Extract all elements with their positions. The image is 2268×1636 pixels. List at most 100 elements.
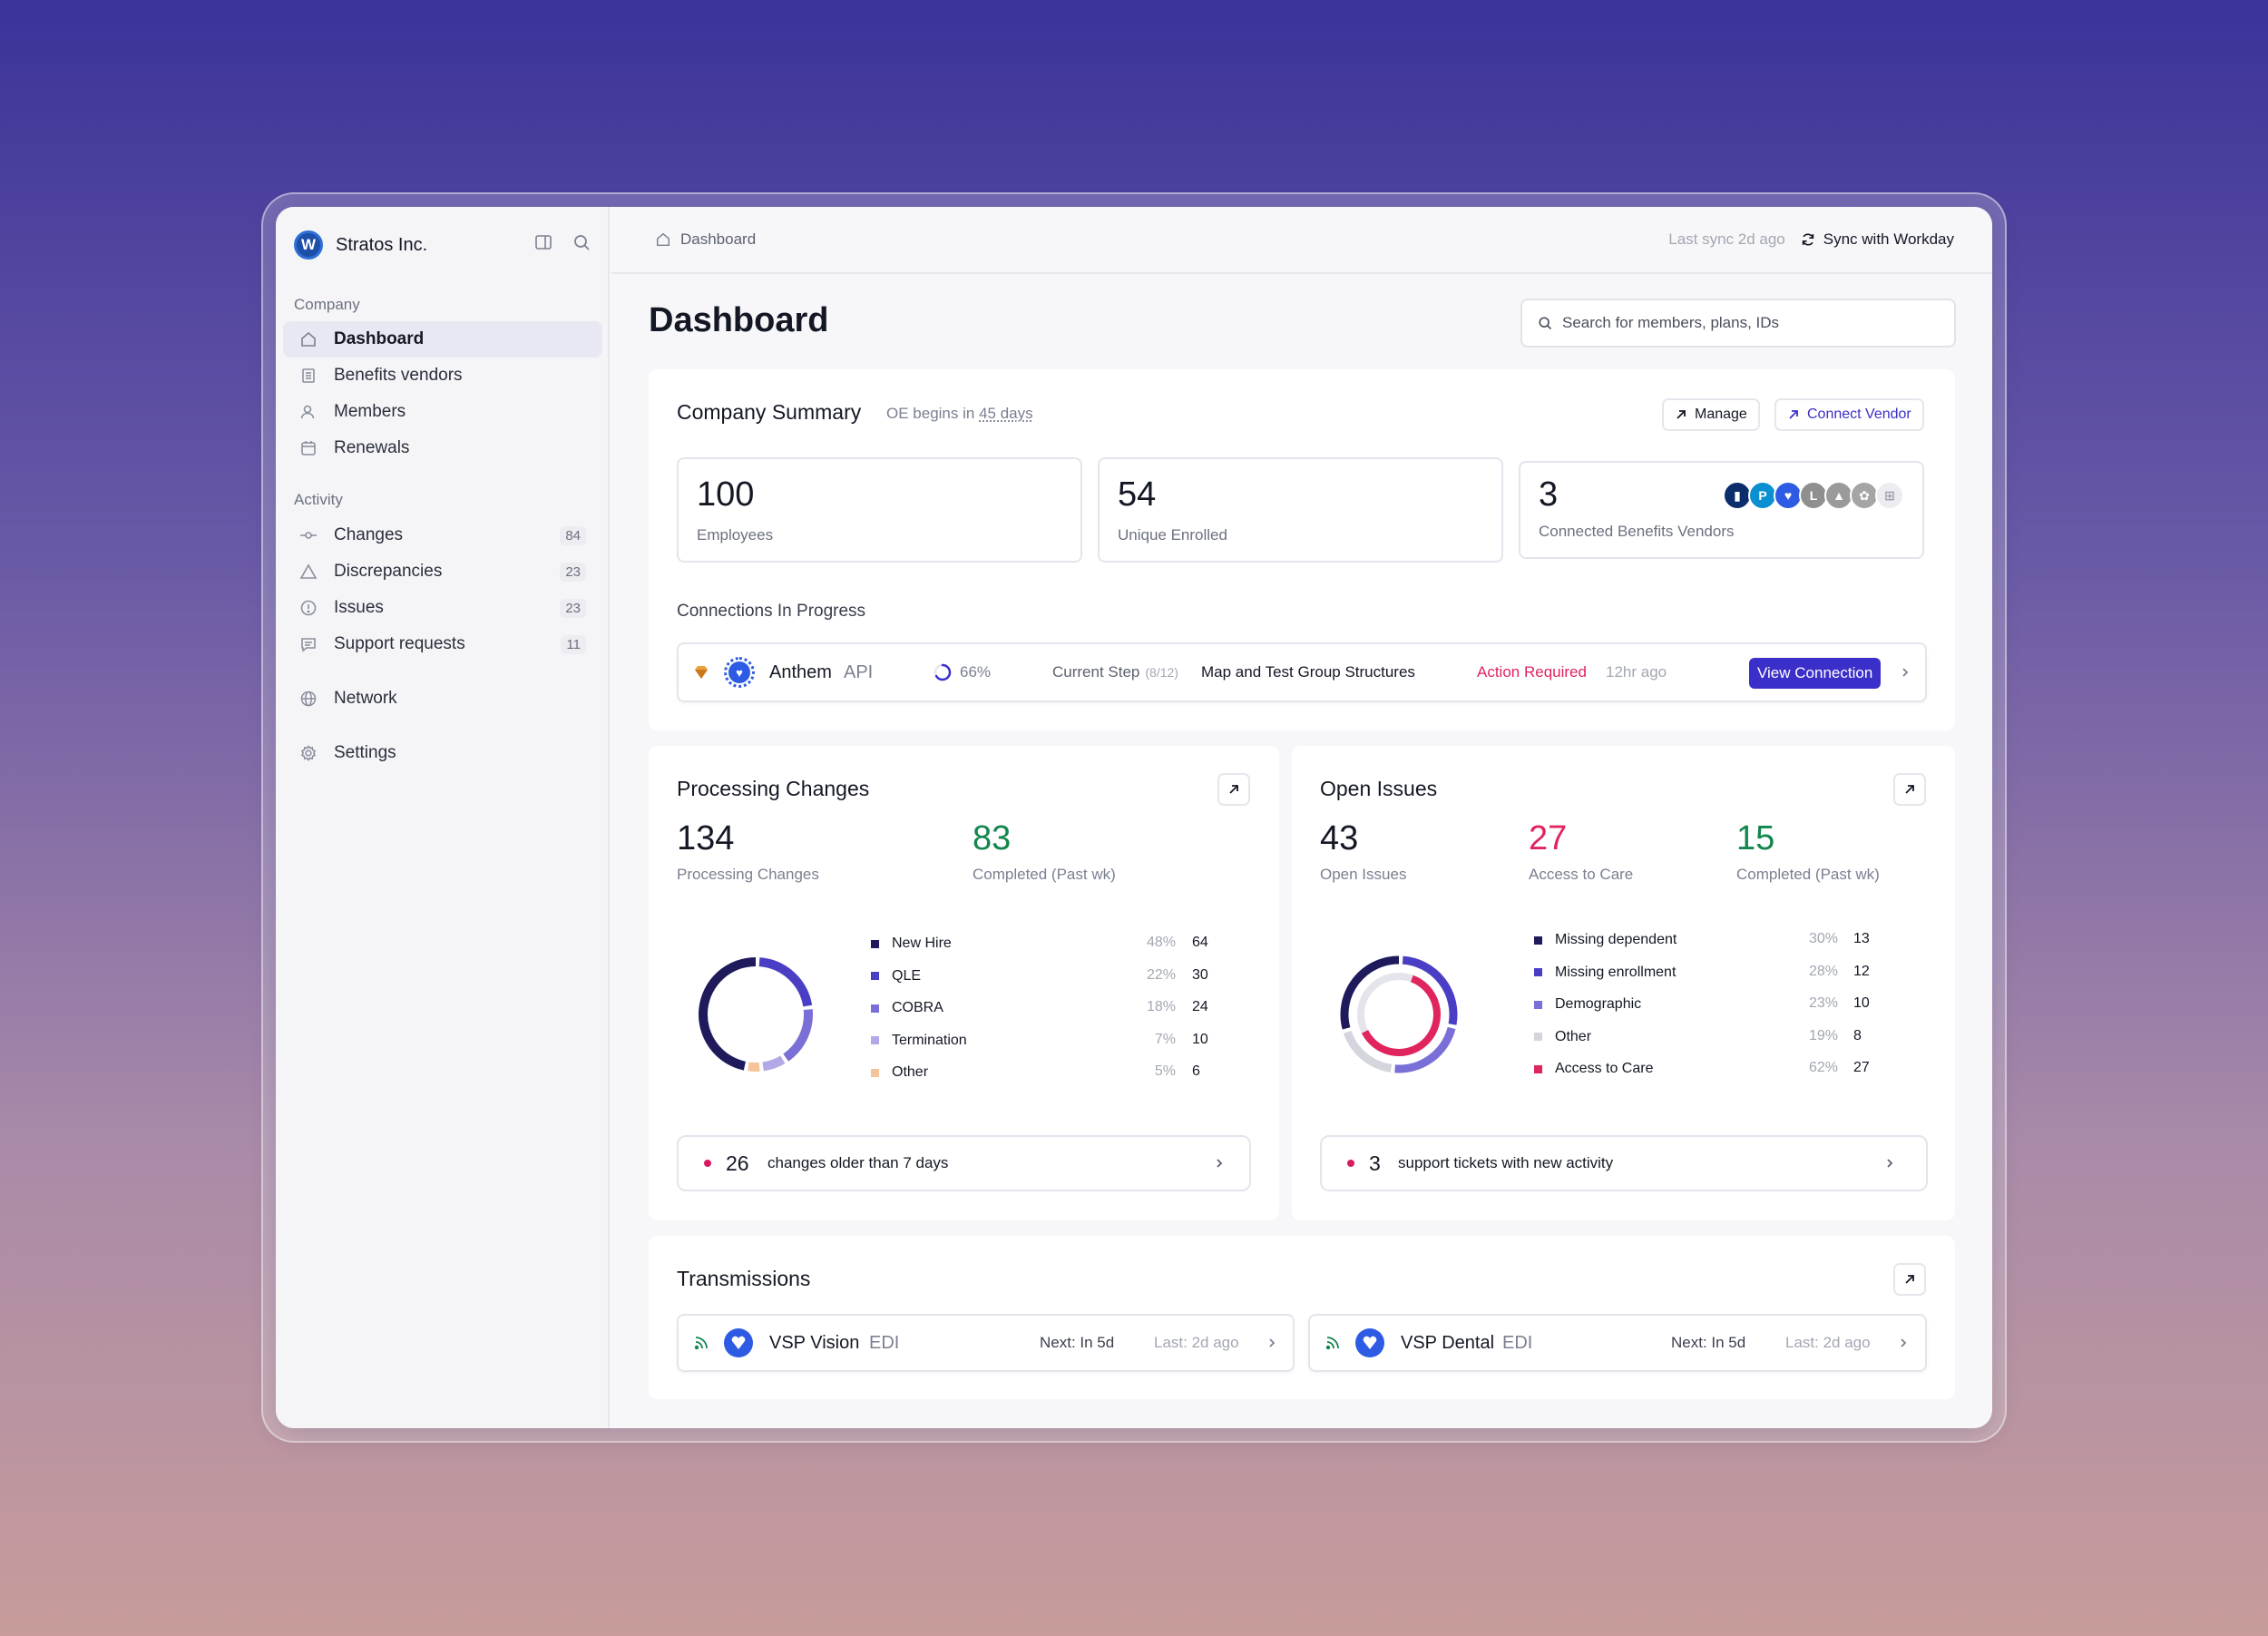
arrow-up-right-icon (1905, 1275, 1914, 1284)
alert-dot-icon (704, 1160, 711, 1167)
chat-icon (299, 635, 318, 653)
users-icon (299, 403, 318, 421)
search-icon[interactable] (572, 232, 591, 252)
donut-segment (1340, 955, 1400, 1030)
brand-logo: W (294, 230, 323, 260)
sidebar-item-benefits-vendors[interactable]: Benefits vendors (283, 358, 602, 394)
legend-value: 12 (1853, 963, 1870, 979)
chevron-right-icon (1884, 1137, 1895, 1190)
issues-donut-chart (1340, 955, 1458, 1073)
progress-value: 66% (960, 663, 992, 681)
sidebar-item-members[interactable]: Members (283, 394, 602, 430)
sidebar-toggle-icon[interactable] (533, 232, 553, 252)
stat-employees[interactable]: 100 Employees (677, 457, 1082, 563)
sync-workday-button[interactable]: Sync with Workday (1800, 230, 1954, 249)
section-company: Company (294, 296, 360, 313)
legend-percent: 30% (1808, 931, 1838, 946)
app-window: W Stratos Inc. Company Dashboard Benefit… (276, 207, 1992, 1428)
commit-icon (299, 526, 318, 544)
legend-label: Access to Care (1555, 1061, 1654, 1076)
sidebar-item-network[interactable]: Network (283, 681, 602, 717)
legend-label: New Hire (892, 936, 952, 951)
step-count: (8/12) (1145, 665, 1178, 680)
connect-vendor-button[interactable]: Connect Vendor (1774, 398, 1924, 431)
legend-label: Missing dependent (1555, 932, 1677, 947)
sidebar-item-changes[interactable]: Changes 84 (283, 517, 602, 553)
oe-days: 45 days (979, 405, 1033, 422)
sidebar-item-discrepancies[interactable]: Discrepancies 23 (283, 553, 602, 590)
legend-value: 64 (1192, 935, 1208, 950)
expand-processing-button[interactable] (1217, 773, 1250, 806)
donut-segment (783, 1009, 813, 1062)
stat-unique-enrolled[interactable]: 54 Unique Enrolled (1098, 457, 1503, 563)
processing-main-value: 134 (677, 819, 735, 857)
search-input[interactable] (1562, 314, 1943, 332)
legend-swatch (871, 939, 879, 948)
view-connection-button[interactable]: View Connection (1749, 658, 1882, 689)
support-tickets-text: support tickets with new activity (1398, 1154, 1614, 1171)
chevron-right-icon (1266, 1316, 1277, 1370)
brand[interactable]: W Stratos Inc. (294, 227, 427, 263)
home-icon (656, 232, 670, 247)
legend-swatch (1534, 1033, 1542, 1041)
processing-title: Processing Changes (677, 777, 870, 800)
stat-value: 3 (1539, 475, 1559, 514)
issues-title: Open Issues (1320, 777, 1438, 800)
transmission-row[interactable]: VSP Dental EDI Next: In 5d Last: 2d ago (1308, 1314, 1927, 1372)
arrow-up-right-icon (1905, 785, 1914, 794)
info-circle-icon (299, 599, 318, 617)
connection-row[interactable]: ♥ Anthem API 66% Current Step (8/12) Map… (677, 642, 1927, 702)
transmission-row[interactable]: VSP Vision EDI Next: In 5d Last: 2d ago (677, 1314, 1295, 1372)
transmission-next: Next: In 5d (1671, 1334, 1746, 1351)
expand-transmissions-button[interactable] (1893, 1263, 1926, 1296)
rss-icon (693, 1316, 709, 1370)
expand-issues-button[interactable] (1893, 773, 1926, 806)
count-badge: 23 (560, 562, 586, 582)
oe-prefix: OE begins in (886, 405, 980, 422)
step-label: Current Step (1052, 663, 1140, 681)
transmission-type: EDI (869, 1332, 900, 1353)
sidebar-item-settings[interactable]: Settings (283, 735, 602, 771)
old-changes-row[interactable]: 26 changes older than 7 days (677, 1135, 1251, 1191)
arrow-up-right-icon (1789, 410, 1798, 419)
processing-completed-value: 83 (973, 819, 1012, 857)
issues-completed-value: 15 (1736, 819, 1775, 857)
count-badge: 11 (561, 634, 586, 654)
legend-item: Missing dependent (1534, 929, 1677, 951)
search-field[interactable] (1520, 299, 1956, 348)
legend-percent: 48% (1146, 935, 1176, 950)
refresh-icon (1802, 233, 1813, 246)
sidebar-item-dashboard[interactable]: Dashboard (283, 321, 602, 358)
support-tickets-row[interactable]: 3 support tickets with new activity (1320, 1135, 1928, 1191)
legend-percent: 28% (1808, 963, 1838, 979)
manage-button[interactable]: Manage (1662, 398, 1760, 431)
sidebar-item-label: Network (334, 689, 397, 708)
legend-label: Missing enrollment (1555, 964, 1677, 980)
legend-value: 8 (1853, 1027, 1862, 1043)
legend-swatch (1534, 1064, 1542, 1073)
connect-vendor-label: Connect Vendor (1807, 407, 1911, 422)
chevron-right-icon[interactable] (1900, 644, 1911, 700)
breadcrumb[interactable]: Dashboard (655, 230, 756, 249)
topbar: Dashboard Last sync 2d ago Sync with Wor… (611, 207, 1992, 274)
issues-care-value: 27 (1529, 819, 1568, 857)
issues-care-label: Access to Care (1529, 866, 1634, 883)
stat-connected-vendors[interactable]: 3 Connected Benefits Vendors ▮ P ♥ L ▲ ✿… (1519, 461, 1924, 559)
connection-time: 12hr ago (1606, 663, 1667, 681)
transmission-vendor: VSP Dental (1401, 1332, 1495, 1353)
donut-segment (1394, 1026, 1456, 1073)
connections-title: Connections In Progress (677, 602, 866, 621)
transmission-last: Last: 2d ago (1785, 1334, 1871, 1351)
chevron-right-icon (1898, 1316, 1909, 1370)
sidebar-item-issues[interactable]: Issues 23 (283, 590, 602, 626)
transmission-next: Next: In 5d (1040, 1334, 1115, 1351)
legend-percent: 7% (1154, 1031, 1176, 1047)
last-sync-text: Last sync 2d ago (1668, 230, 1785, 248)
chevron-right-icon (1214, 1137, 1225, 1190)
legend-label: Demographic (1555, 996, 1642, 1012)
issues-open-label: Open Issues (1320, 866, 1407, 883)
sidebar-item-renewals[interactable]: Renewals (283, 430, 602, 466)
home-icon (299, 330, 318, 348)
sidebar-item-support-requests[interactable]: Support requests 11 (283, 626, 602, 662)
support-tickets-count: 3 (1369, 1151, 1381, 1175)
